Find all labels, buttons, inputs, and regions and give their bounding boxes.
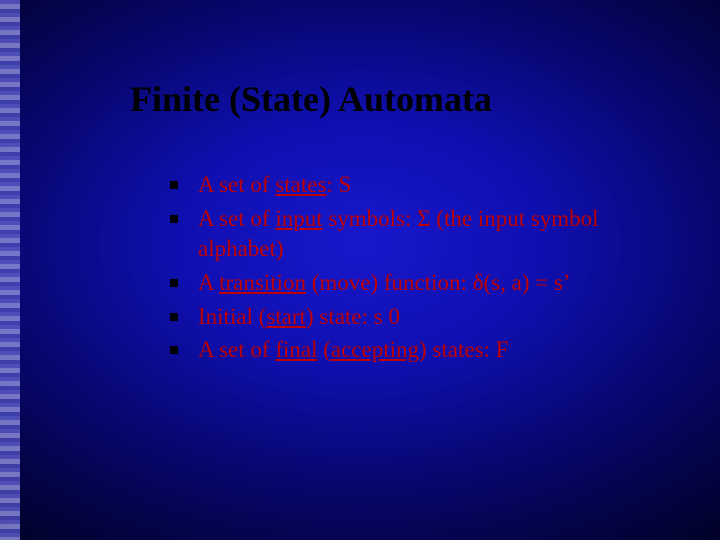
list-item-text: A set of states: S xyxy=(198,170,620,200)
list-item-text: A set of input symbols: Σ (the input sym… xyxy=(198,204,620,264)
slide-title: Finite (State) Automata xyxy=(130,80,660,120)
bullet-icon xyxy=(170,215,178,223)
list-item: A set of states: S xyxy=(170,170,620,200)
list-item: A transition (move) function: δ(s, a) = … xyxy=(170,268,620,298)
list-item-text: A transition (move) function: δ(s, a) = … xyxy=(198,268,620,298)
bullet-icon xyxy=(170,346,178,354)
list-item: Initial (start) state: s 0 xyxy=(170,302,620,332)
bullet-icon xyxy=(170,279,178,287)
list-item: A set of final (accepting) states: F xyxy=(170,335,620,365)
slide: Finite (State) Automata A set of states:… xyxy=(0,0,720,540)
list-item-text: A set of final (accepting) states: F xyxy=(198,335,620,365)
list-item: A set of input symbols: Σ (the input sym… xyxy=(170,204,620,264)
bullet-icon xyxy=(170,181,178,189)
list-item-text: Initial (start) state: s 0 xyxy=(198,302,620,332)
bullet-icon xyxy=(170,313,178,321)
decorative-left-stripe xyxy=(0,0,20,540)
slide-body: A set of states: S A set of input symbols… xyxy=(170,170,620,369)
